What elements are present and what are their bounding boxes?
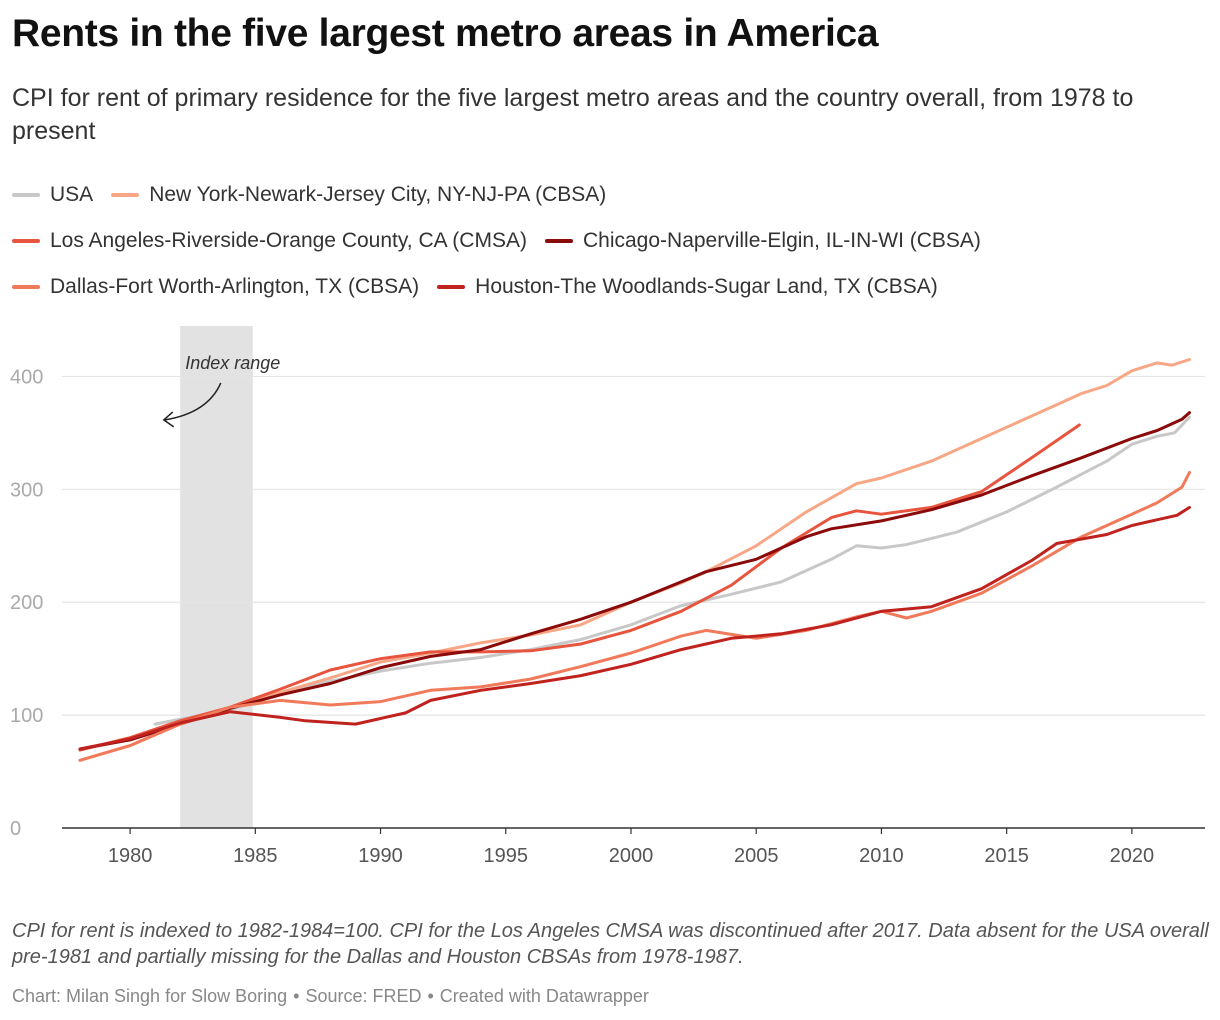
x-tick-label: 2010: [859, 845, 904, 867]
x-tick-label: 1995: [484, 845, 529, 867]
legend-label: New York-Newark-Jersey City, NY-NJ-PA (C…: [149, 183, 607, 206]
legend-row: USA New York-Newark-Jersey City, NY-NJ-P…: [12, 172, 1212, 218]
chart-title: Rents in the five largest metro areas in…: [12, 12, 879, 55]
legend-item-chicago: Chicago-Naperville-Elgin, IL-IN-WI (CBSA…: [544, 229, 981, 253]
annotation-arrowhead: [162, 411, 175, 428]
legend-label: Chicago-Naperville-Elgin, IL-IN-WI (CBSA…: [582, 229, 981, 252]
x-tick-label: 1985: [233, 845, 278, 867]
legend-item-los-angeles: Los Angeles-Riverside-Orange County, CA …: [12, 229, 527, 253]
series-line: [78, 505, 1191, 751]
legend-row: Los Angeles-Riverside-Orange County, CA …: [12, 218, 1212, 264]
x-tick-label: 2020: [1110, 845, 1155, 867]
legend-label: Los Angeles-Riverside-Orange County, CA …: [50, 229, 527, 252]
series-line: [78, 411, 1191, 751]
x-tick-label: 2000: [609, 845, 654, 867]
chart-subtitle: CPI for rent of primary residence for th…: [12, 84, 1134, 145]
y-tick-label: 100: [10, 705, 43, 727]
legend-row: Dallas-Fort Worth-Arlington, TX (CBSA) H…: [12, 264, 1212, 310]
legend-swatch: [12, 193, 40, 197]
legend-item-houston: Houston-The Woodlands-Sugar Land, TX (CB…: [437, 275, 938, 299]
y-tick-label: 200: [10, 592, 43, 614]
credit-separator: •: [427, 986, 434, 1006]
legend-swatch: [437, 285, 466, 289]
legend-label: Dallas-Fort Worth-Arlington, TX (CBSA): [50, 275, 420, 298]
series-line: [78, 470, 1191, 762]
legend-swatch: [544, 239, 573, 243]
credit-author: Chart: Milan Singh for Slow Boring: [12, 986, 288, 1006]
annotation-arrow: [164, 382, 222, 421]
y-tick-label: 400: [10, 366, 43, 388]
annotation-label: Index range: [185, 353, 280, 373]
chart-credit: Chart: Milan Singh for Slow Boring • Sourc…: [12, 986, 649, 1007]
y-tick-label: 300: [10, 479, 43, 501]
line-chart: 0 100 200 300 400 1980 1985 1990 1995 2000 2005 201…: [10, 326, 1205, 867]
x-tick-label: 1980: [108, 845, 153, 867]
credit-tool: Created with Datawrapper: [439, 986, 649, 1006]
legend-swatch: [12, 239, 40, 243]
x-tick-label: 2015: [984, 845, 1029, 867]
legend-item-usa: USA: [12, 183, 93, 207]
x-tick-label: 1990: [358, 845, 403, 867]
series-line: [153, 415, 1191, 726]
index-range-band: [180, 326, 253, 828]
legend-item-dallas: Dallas-Fort Worth-Arlington, TX (CBSA): [12, 275, 419, 299]
legend-label: Houston-The Woodlands-Sugar Land, TX (CB…: [475, 275, 938, 298]
legend-label: USA: [50, 183, 94, 206]
legend-swatch: [111, 193, 140, 197]
series-line: [78, 423, 1081, 752]
x-tick-label: 2005: [734, 845, 779, 867]
credit-source: Source: FRED: [305, 986, 422, 1006]
chart-notes: CPI for rent is indexed to 1982-1984=100…: [12, 920, 1209, 968]
legend-item-new-york: New York-Newark-Jersey City, NY-NJ-PA (C…: [111, 183, 606, 207]
legend: USA New York-Newark-Jersey City, NY-NJ-P…: [12, 172, 1212, 310]
y-tick-label: 0: [10, 818, 21, 840]
credit-separator: •: [293, 986, 300, 1006]
legend-swatch: [12, 285, 40, 289]
